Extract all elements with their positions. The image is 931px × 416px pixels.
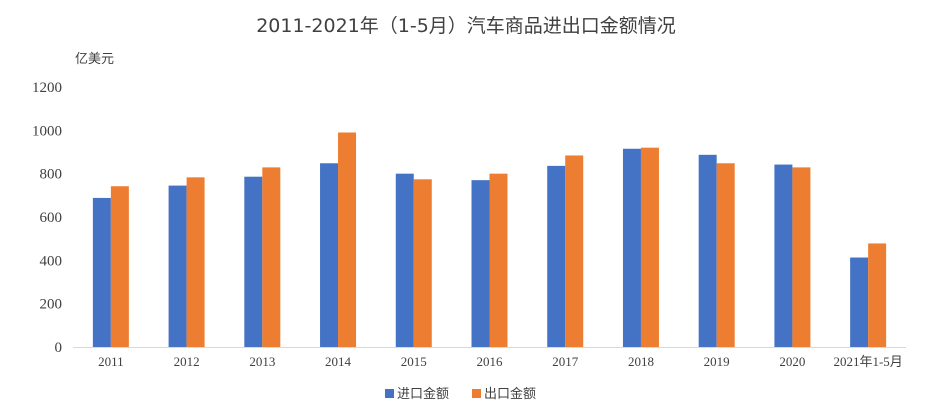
bar-import: [622, 148, 641, 347]
x-tick-label: 2018: [628, 354, 654, 369]
x-tick-label: 2014: [325, 354, 352, 369]
bar-import: [320, 163, 339, 347]
y-tick-label: 200: [40, 297, 63, 313]
bar-import: [698, 154, 717, 347]
bar-import: [850, 257, 869, 347]
bar-import: [547, 165, 566, 347]
bar-export: [489, 173, 508, 347]
x-tick-label: 2013: [249, 354, 275, 369]
y-tick-label: 400: [40, 253, 63, 269]
bar-export: [565, 155, 584, 347]
x-tick-label: 2020: [779, 354, 805, 369]
bar-export: [110, 186, 129, 347]
bar-export: [868, 243, 887, 347]
y-axis-unit-label: 亿美元: [75, 52, 114, 67]
legend-swatch: [472, 389, 481, 398]
legend: 进口金额 出口金额: [385, 386, 536, 402]
legend-label: 出口金额: [484, 386, 536, 402]
bar-export: [716, 163, 735, 347]
x-tick-label: 2015: [401, 354, 427, 369]
x-tick-label: 2012: [174, 354, 200, 369]
bar-import: [395, 173, 414, 347]
bar-import: [471, 180, 490, 347]
x-tick-label: 2019: [704, 354, 730, 369]
x-tick-label: 2011: [98, 354, 124, 369]
chart-title: 2011-2021年（1-5月）汽车商品进出口金额情况: [256, 15, 676, 37]
y-tick-label: 0: [55, 340, 63, 356]
bar-import: [168, 185, 187, 347]
legend-swatch: [385, 389, 394, 398]
bar-export: [413, 179, 432, 347]
bar-import: [244, 176, 263, 347]
x-tick-label: 2017: [552, 354, 579, 369]
bar-export: [792, 167, 811, 347]
bar-export: [262, 167, 281, 347]
y-tick-label: 1000: [32, 123, 62, 139]
bar-export: [640, 147, 659, 347]
bar-export: [338, 132, 357, 347]
x-axis: 2011 2012 2013 2014 2015 2016 2017 2018 2019 2020…: [73, 347, 906, 369]
y-axis: 0 200 400 600 800 1000 1200: [32, 80, 62, 356]
bar-import: [774, 164, 793, 347]
x-tick-label: 2021年1-5月: [833, 354, 902, 369]
y-tick-label: 1200: [32, 80, 62, 96]
legend-label: 进口金额: [397, 386, 449, 402]
x-tick-label: 2016: [477, 354, 504, 369]
y-tick-label: 600: [40, 210, 63, 226]
bar-export: [186, 177, 205, 347]
bar-import: [92, 197, 111, 347]
y-tick-label: 800: [40, 167, 63, 183]
bars: [92, 132, 887, 347]
